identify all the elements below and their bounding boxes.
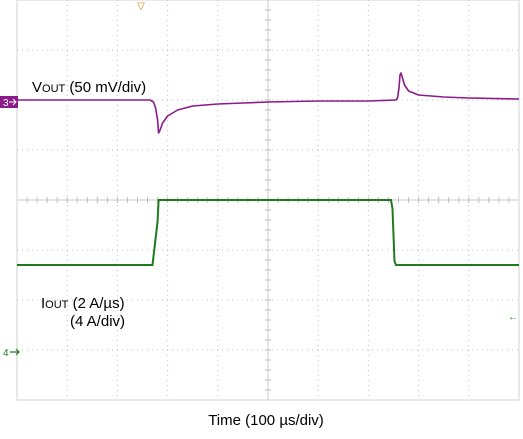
vout-label-main: V <box>32 79 42 96</box>
channel-3-arrow-icon <box>9 98 17 106</box>
iout-label-scale: (4 A/div) <box>70 313 125 330</box>
trigger-position-marker: ▽ <box>137 1 145 12</box>
plot-frame <box>16 0 520 401</box>
vout-trace <box>17 72 520 134</box>
iout-label-main: I <box>41 295 45 312</box>
channel-4-number: 4 <box>3 348 9 359</box>
right-reference-arrow-icon: ← <box>508 312 518 323</box>
channel-3-number: 3 <box>3 98 9 109</box>
vout-label: VOUT (50 mV/div) <box>32 79 146 96</box>
iout-label: IOUT (2 A/µs) <box>41 295 125 312</box>
iout-label-sub: OUT <box>45 299 69 311</box>
trigger-glyph: ▽ <box>137 1 145 12</box>
vout-label-sub: OUT <box>42 83 66 95</box>
channel-3-marker: 3 <box>0 96 18 109</box>
vout-label-rest: (50 mV/div) <box>65 79 146 96</box>
channel-4-marker: 4 <box>3 348 20 359</box>
iout-trace <box>17 199 519 266</box>
channel-4-arrow-icon <box>10 348 20 356</box>
x-axis-label: Time (100 µs/div) <box>208 412 324 429</box>
iout-label-rest: (2 A/µs) <box>68 295 124 312</box>
